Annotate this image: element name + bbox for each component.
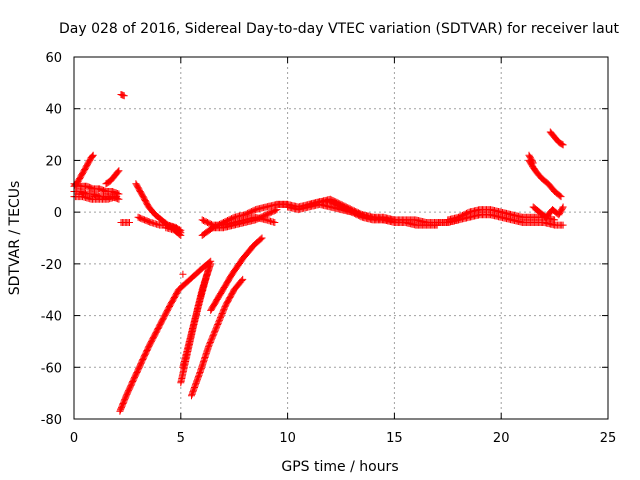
data-point xyxy=(271,219,279,226)
data-point xyxy=(559,221,567,229)
series-late-band xyxy=(433,211,567,229)
y-axis-ticks: -80 -60 -40 -20 0 20 40 60 xyxy=(41,51,608,428)
data-point xyxy=(205,265,213,273)
y-tick-label: 60 xyxy=(45,51,62,66)
data-point xyxy=(558,140,566,148)
plot-frame xyxy=(73,56,609,420)
data-point xyxy=(529,159,537,167)
series-late-cluster xyxy=(529,203,567,221)
x-axis-ticks: 0 5 10 15 20 25 xyxy=(70,57,616,446)
series-late-rise-b xyxy=(525,151,537,167)
series-arc-3h-lower xyxy=(134,213,185,237)
data-point xyxy=(89,151,97,159)
data-point xyxy=(115,167,123,175)
y-tick-label: -60 xyxy=(41,361,62,376)
data-point xyxy=(120,92,128,100)
series-deep-1 xyxy=(116,257,215,415)
series-outlier-mid xyxy=(179,270,187,278)
y-tick-label: -40 xyxy=(41,310,62,325)
y-tick-label: -80 xyxy=(41,413,62,428)
series-deep-3 xyxy=(179,265,213,371)
x-tick-label: 25 xyxy=(600,431,617,446)
data-points xyxy=(70,91,567,415)
series-deep-5 xyxy=(207,234,266,314)
series-early-band-c xyxy=(70,193,121,203)
x-tick-label: 10 xyxy=(279,431,296,446)
series-late-top xyxy=(546,128,567,149)
y-tick-label: 40 xyxy=(45,103,62,118)
grid-lines xyxy=(74,57,608,419)
data-point xyxy=(114,168,122,176)
x-tick-label: 20 xyxy=(493,431,510,446)
x-tick-label: 15 xyxy=(386,431,403,446)
y-axis-title: SDTVAR / TECUs xyxy=(7,181,23,296)
data-point xyxy=(113,193,121,201)
x-tick-label: 5 xyxy=(177,431,185,446)
data-point xyxy=(179,270,187,278)
data-point xyxy=(556,192,564,200)
series-early-band-a xyxy=(70,180,123,198)
chart-title: Day 028 of 2016, Sidereal Day-to-day VTE… xyxy=(59,21,620,37)
data-point xyxy=(559,203,567,211)
y-tick-label: 20 xyxy=(45,154,62,169)
series-outlier-top xyxy=(117,91,128,100)
data-point xyxy=(207,260,215,268)
data-point xyxy=(176,231,184,239)
data-point xyxy=(390,216,398,224)
data-point xyxy=(559,141,567,149)
data-point xyxy=(89,152,96,160)
data-point xyxy=(239,275,247,283)
data-point xyxy=(177,231,185,239)
series-early-rise xyxy=(102,167,123,188)
data-point xyxy=(258,234,266,242)
x-axis-title: GPS time / hours xyxy=(281,459,398,475)
y-tick-label: 0 xyxy=(54,206,62,221)
data-point xyxy=(88,153,96,161)
series-mid-arc-c xyxy=(209,206,281,232)
y-tick-label: -20 xyxy=(41,258,62,273)
series-short-5h xyxy=(162,224,185,239)
x-tick-label: 0 xyxy=(70,431,78,446)
data-point xyxy=(272,206,280,214)
series-deep-4 xyxy=(188,275,247,400)
data-point xyxy=(558,204,566,212)
data-point xyxy=(529,158,536,166)
data-point xyxy=(257,235,265,243)
data-point xyxy=(557,193,565,201)
series-central-c xyxy=(305,195,398,224)
series-late-rise-a xyxy=(525,156,565,201)
data-point xyxy=(126,219,133,226)
series-short-seg xyxy=(117,219,133,226)
data-point xyxy=(238,277,246,284)
